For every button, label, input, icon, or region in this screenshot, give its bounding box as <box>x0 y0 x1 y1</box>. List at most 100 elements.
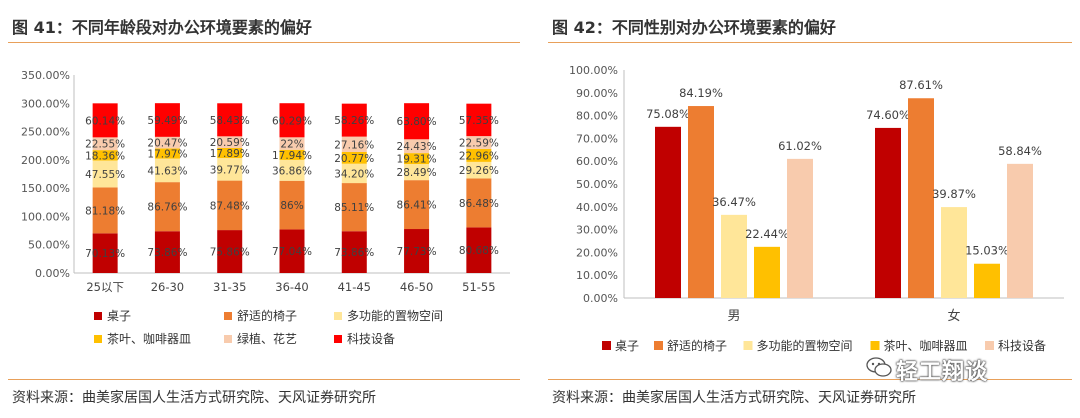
legend-label: 舒适的椅子 <box>667 338 727 353</box>
stacked-bar-segment <box>404 153 430 165</box>
data-label: 20.77% <box>334 153 374 165</box>
y-tick-label: 350.00% <box>21 69 70 82</box>
stacked-bar-segment <box>217 180 243 231</box>
age-stacked-bar-chart: 0.00% 50.00% 100.00% 150.00% 200.00% 250.00% 3… <box>21 69 510 346</box>
watermark-text: 轻工翔谈 <box>896 360 989 385</box>
stacked-bar-segment <box>404 180 430 230</box>
stacked-bar-segment <box>217 230 243 273</box>
data-label: 58.26% <box>334 115 374 127</box>
legend-label: 桌子 <box>615 339 639 353</box>
stacked-bar-segment <box>154 231 180 273</box>
data-label: 22.59% <box>459 138 499 150</box>
left-chart: 0.00% 50.00% 100.00% 150.00% 200.00% 250.00% 3… <box>4 60 524 374</box>
bar <box>688 106 714 298</box>
data-label: 85.11% <box>334 202 374 214</box>
data-label: 39.87% <box>932 187 976 201</box>
y-tick-label: 80.00% <box>576 110 618 123</box>
stacked-bar-segment <box>404 139 430 154</box>
data-label: 84.19% <box>679 86 723 100</box>
stacked-bar-segment <box>154 136 180 149</box>
left-title-divider <box>8 42 520 43</box>
y-tick-label: 90.00% <box>576 87 618 100</box>
stacked-bar-segment <box>466 136 492 149</box>
y-tick-label: 200.00% <box>21 154 70 167</box>
legend-label: 桌子 <box>107 309 131 323</box>
data-label: 73.86% <box>334 247 374 259</box>
stacked-bar-segment <box>279 229 305 273</box>
legend-swatch <box>743 341 753 350</box>
data-label: 61.02% <box>778 139 822 153</box>
y-tick-label: 50.00% <box>576 178 618 191</box>
y-tick-label: 10.00% <box>576 269 618 282</box>
data-label: 59.49% <box>147 115 187 127</box>
right-figure-title: 图 42：不同性别对办公环境要素的偏好 <box>552 18 836 37</box>
data-label: 58.84% <box>998 144 1042 158</box>
right-source-note: 资料来源：曲美家居国人生活方式研究院、天风证券研究所 <box>552 390 916 406</box>
data-label: 86.76% <box>147 202 187 214</box>
gender-grouped-bar-chart: 0.00% 10.00% 20.00% 30.00% 40.00% 50.00% 60.00… <box>569 64 1064 353</box>
data-label: 27.16% <box>334 139 374 151</box>
left-source-note: 资料来源：曲美家居国人生活方式研究院、天风证券研究所 <box>12 390 376 406</box>
data-label: 19.31% <box>397 154 437 166</box>
stacked-bar-segment <box>154 182 180 232</box>
stacked-bar-segment <box>154 158 180 183</box>
data-label: 74.60% <box>866 108 910 122</box>
stacked-bar-segment <box>341 103 367 137</box>
data-label: 36.47% <box>712 195 756 209</box>
x-tick-label: 36-40 <box>275 280 308 294</box>
left-source-divider <box>8 379 520 380</box>
y-tick-label: 100.00% <box>569 64 618 77</box>
legend-swatch <box>224 335 232 343</box>
data-label: 18.36% <box>85 150 125 162</box>
data-label: 47.55% <box>85 169 125 181</box>
stacked-bar-segment <box>341 231 367 273</box>
stacked-bar-segment <box>92 187 118 234</box>
data-label: 60.14% <box>85 115 125 127</box>
data-label: 28.49% <box>397 167 437 179</box>
x-tick-label: 46-50 <box>400 280 433 294</box>
stacked-bar-segment <box>341 151 367 164</box>
x-tick-label: 25以下 <box>86 280 124 294</box>
data-label: 80.68% <box>459 245 499 257</box>
x-tick-label: 女 <box>947 308 960 324</box>
stacked-bar-segment <box>466 103 492 137</box>
stacked-bar-segment <box>404 229 430 273</box>
stacked-bar-segment <box>154 148 180 159</box>
legend-label: 绿植、花艺 <box>237 331 297 346</box>
y-tick-label: 40.00% <box>576 201 618 214</box>
stacked-bar-segment <box>217 136 243 148</box>
data-label: 36.86% <box>272 165 312 177</box>
data-label: 24.43% <box>397 141 437 153</box>
stacked-bar-segment <box>217 103 243 137</box>
data-label: 22.96% <box>459 150 499 162</box>
data-label: 86.41% <box>397 200 437 212</box>
legend-label: 科技设备 <box>347 332 395 346</box>
stacked-bar-segment <box>341 183 367 232</box>
legend-label: 茶叶、咖啡器皿 <box>884 338 968 353</box>
bar <box>875 127 901 298</box>
x-tick-label: 26-30 <box>151 280 184 294</box>
data-label: 81.18% <box>85 205 125 217</box>
data-label: 22.44% <box>745 227 789 241</box>
legend-swatch <box>602 341 611 350</box>
bar <box>721 214 747 298</box>
bar <box>787 158 813 298</box>
data-label: 86.48% <box>459 198 499 210</box>
legend-label: 舒适的椅子 <box>237 308 297 323</box>
data-label: 39.77% <box>210 164 250 176</box>
y-tick-label: 250.00% <box>21 126 70 139</box>
legend-label: 多功能的置物空间 <box>347 308 443 323</box>
y-tick-label: 20.00% <box>576 246 618 259</box>
legend-swatch <box>870 341 880 350</box>
stacked-bar-segment <box>92 150 118 161</box>
bar <box>655 126 681 298</box>
bar <box>754 246 780 298</box>
stacked-bar-segment <box>341 163 367 184</box>
x-tick-label: 男 <box>727 309 740 324</box>
stacked-bar-segment <box>341 136 367 152</box>
stacked-bar-segment <box>217 147 243 159</box>
legend-label: 多功能的置物空间 <box>757 338 853 353</box>
data-label: 29.26% <box>459 165 499 177</box>
stacked-bar-segment <box>466 161 492 179</box>
stacked-bar-segment <box>279 159 305 181</box>
